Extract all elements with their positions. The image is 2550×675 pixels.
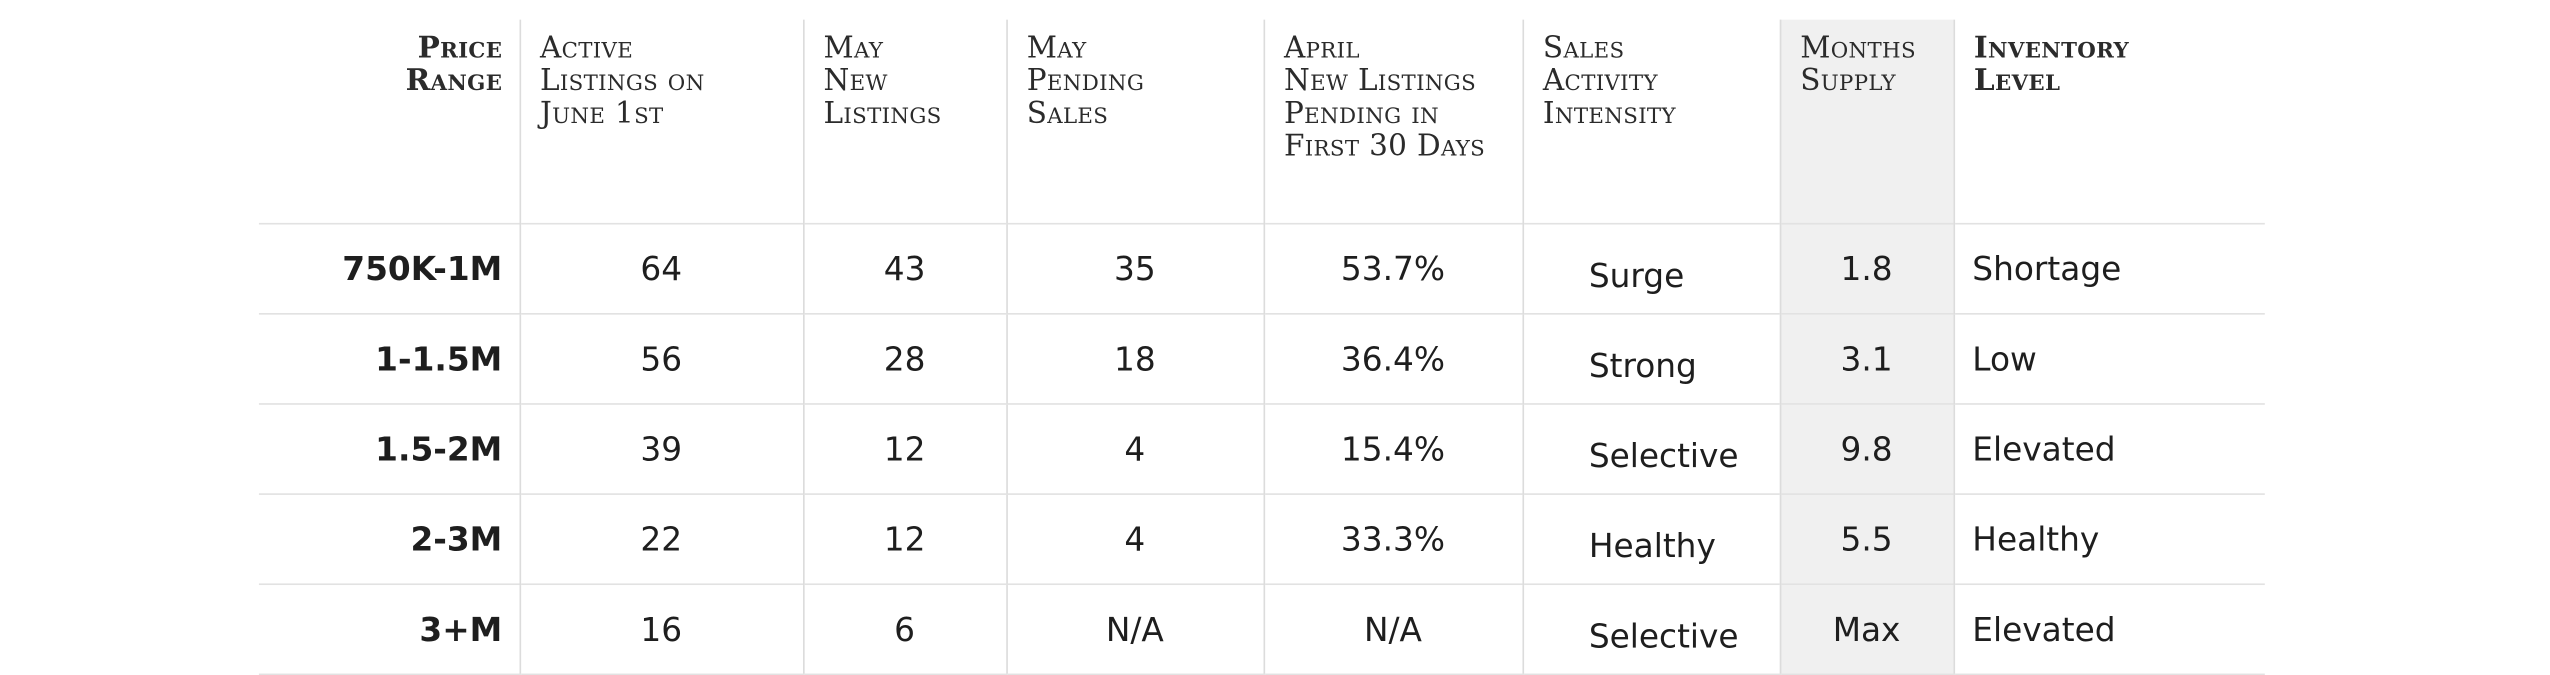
price-range-cell: 750K-1M (258, 222, 520, 314)
inventory-level-cell: Healthy (1952, 493, 2265, 585)
months-supply-cell: 5.5 (1778, 493, 1954, 585)
activity-intensity-cell: Healthy (1521, 493, 1780, 585)
pending-30-days-cell: N/A (1262, 583, 1523, 675)
table-row: 1.5-2M 39 12 4 15.4% Selective 9.8 Eleva… (258, 403, 2265, 495)
months-supply-cell: 9.8 (1778, 403, 1954, 495)
inventory-level-cell: Elevated (1952, 403, 2265, 495)
pending-sales-cell: 4 (1005, 493, 1264, 585)
pending-sales-cell: 18 (1005, 313, 1264, 404)
header-inventory-level: Inventory Level (1952, 19, 2265, 224)
months-supply-cell: 3.1 (1778, 313, 1954, 404)
header-active-listings: Active Listings on June 1st (518, 19, 804, 224)
header-may-new-listings: May New Listings (802, 19, 1007, 224)
active-listings-cell: 56 (518, 313, 804, 404)
activity-intensity-cell: Surge (1521, 222, 1780, 314)
price-range-cell: 1-1.5M (258, 313, 520, 404)
active-listings-cell: 16 (518, 583, 804, 675)
page: Price Range Active Listings on June 1st May… (258, 19, 2265, 675)
price-range-cell: 1.5-2M (258, 403, 520, 495)
header-price-range: Price Range (405, 31, 503, 99)
new-listings-cell: 6 (802, 583, 1007, 675)
inventory-level-cell: Low (1952, 313, 2265, 404)
pending-sales-cell: 35 (1005, 222, 1264, 314)
activity-intensity-cell: Selective (1521, 583, 1780, 675)
new-listings-cell: 12 (802, 493, 1007, 585)
header-sales-activity-intensity: Sales Activity Intensity (1521, 19, 1780, 224)
price-range-cell: 2-3M (258, 493, 520, 585)
price-range-cell: 3+M (258, 583, 520, 675)
table-row: 750K-1M 64 43 35 53.7% Surge 1.8 Shortag… (258, 222, 2265, 314)
active-listings-cell: 39 (518, 403, 804, 495)
inventory-level-cell: Elevated (1952, 583, 2265, 675)
pending-30-days-cell: 15.4% (1262, 403, 1523, 495)
activity-intensity-cell: Strong (1521, 313, 1780, 404)
pending-sales-cell: 4 (1005, 403, 1264, 495)
table-row: 2-3M 22 12 4 33.3% Healthy 5.5 Healthy (258, 493, 2265, 585)
months-supply-cell: 1.8 (1778, 222, 1954, 314)
pending-sales-cell: N/A (1005, 583, 1264, 675)
months-supply-cell: Max (1778, 583, 1954, 675)
header-row: Price Range Active Listings on June 1st May… (259, 19, 2265, 224)
new-listings-cell: 12 (802, 403, 1007, 495)
pending-30-days-cell: 33.3% (1262, 493, 1523, 585)
active-listings-cell: 22 (518, 493, 804, 585)
table-row: 3+M 16 6 N/A N/A Selective Max Elevated (258, 583, 2265, 675)
table-row: 1-1.5M 56 28 18 36.4% Strong 3.1 Low (258, 313, 2265, 404)
pending-30-days-cell: 53.7% (1262, 222, 1523, 314)
new-listings-cell: 43 (802, 222, 1007, 314)
pending-30-days-cell: 36.4% (1262, 313, 1523, 404)
active-listings-cell: 64 (518, 222, 804, 314)
header-may-pending-sales: May Pending Sales (1005, 19, 1264, 224)
market-report-table: Price Range Active Listings on June 1st May… (258, 19, 2265, 675)
inventory-level-cell: Shortage (1952, 222, 2265, 314)
new-listings-cell: 28 (802, 313, 1007, 404)
header-april-pending-30-days: April New Listings Pending in First 30 Days (1262, 19, 1523, 224)
activity-intensity-cell: Selective (1521, 403, 1780, 495)
header-months-supply: Months Supply (1778, 19, 1954, 224)
